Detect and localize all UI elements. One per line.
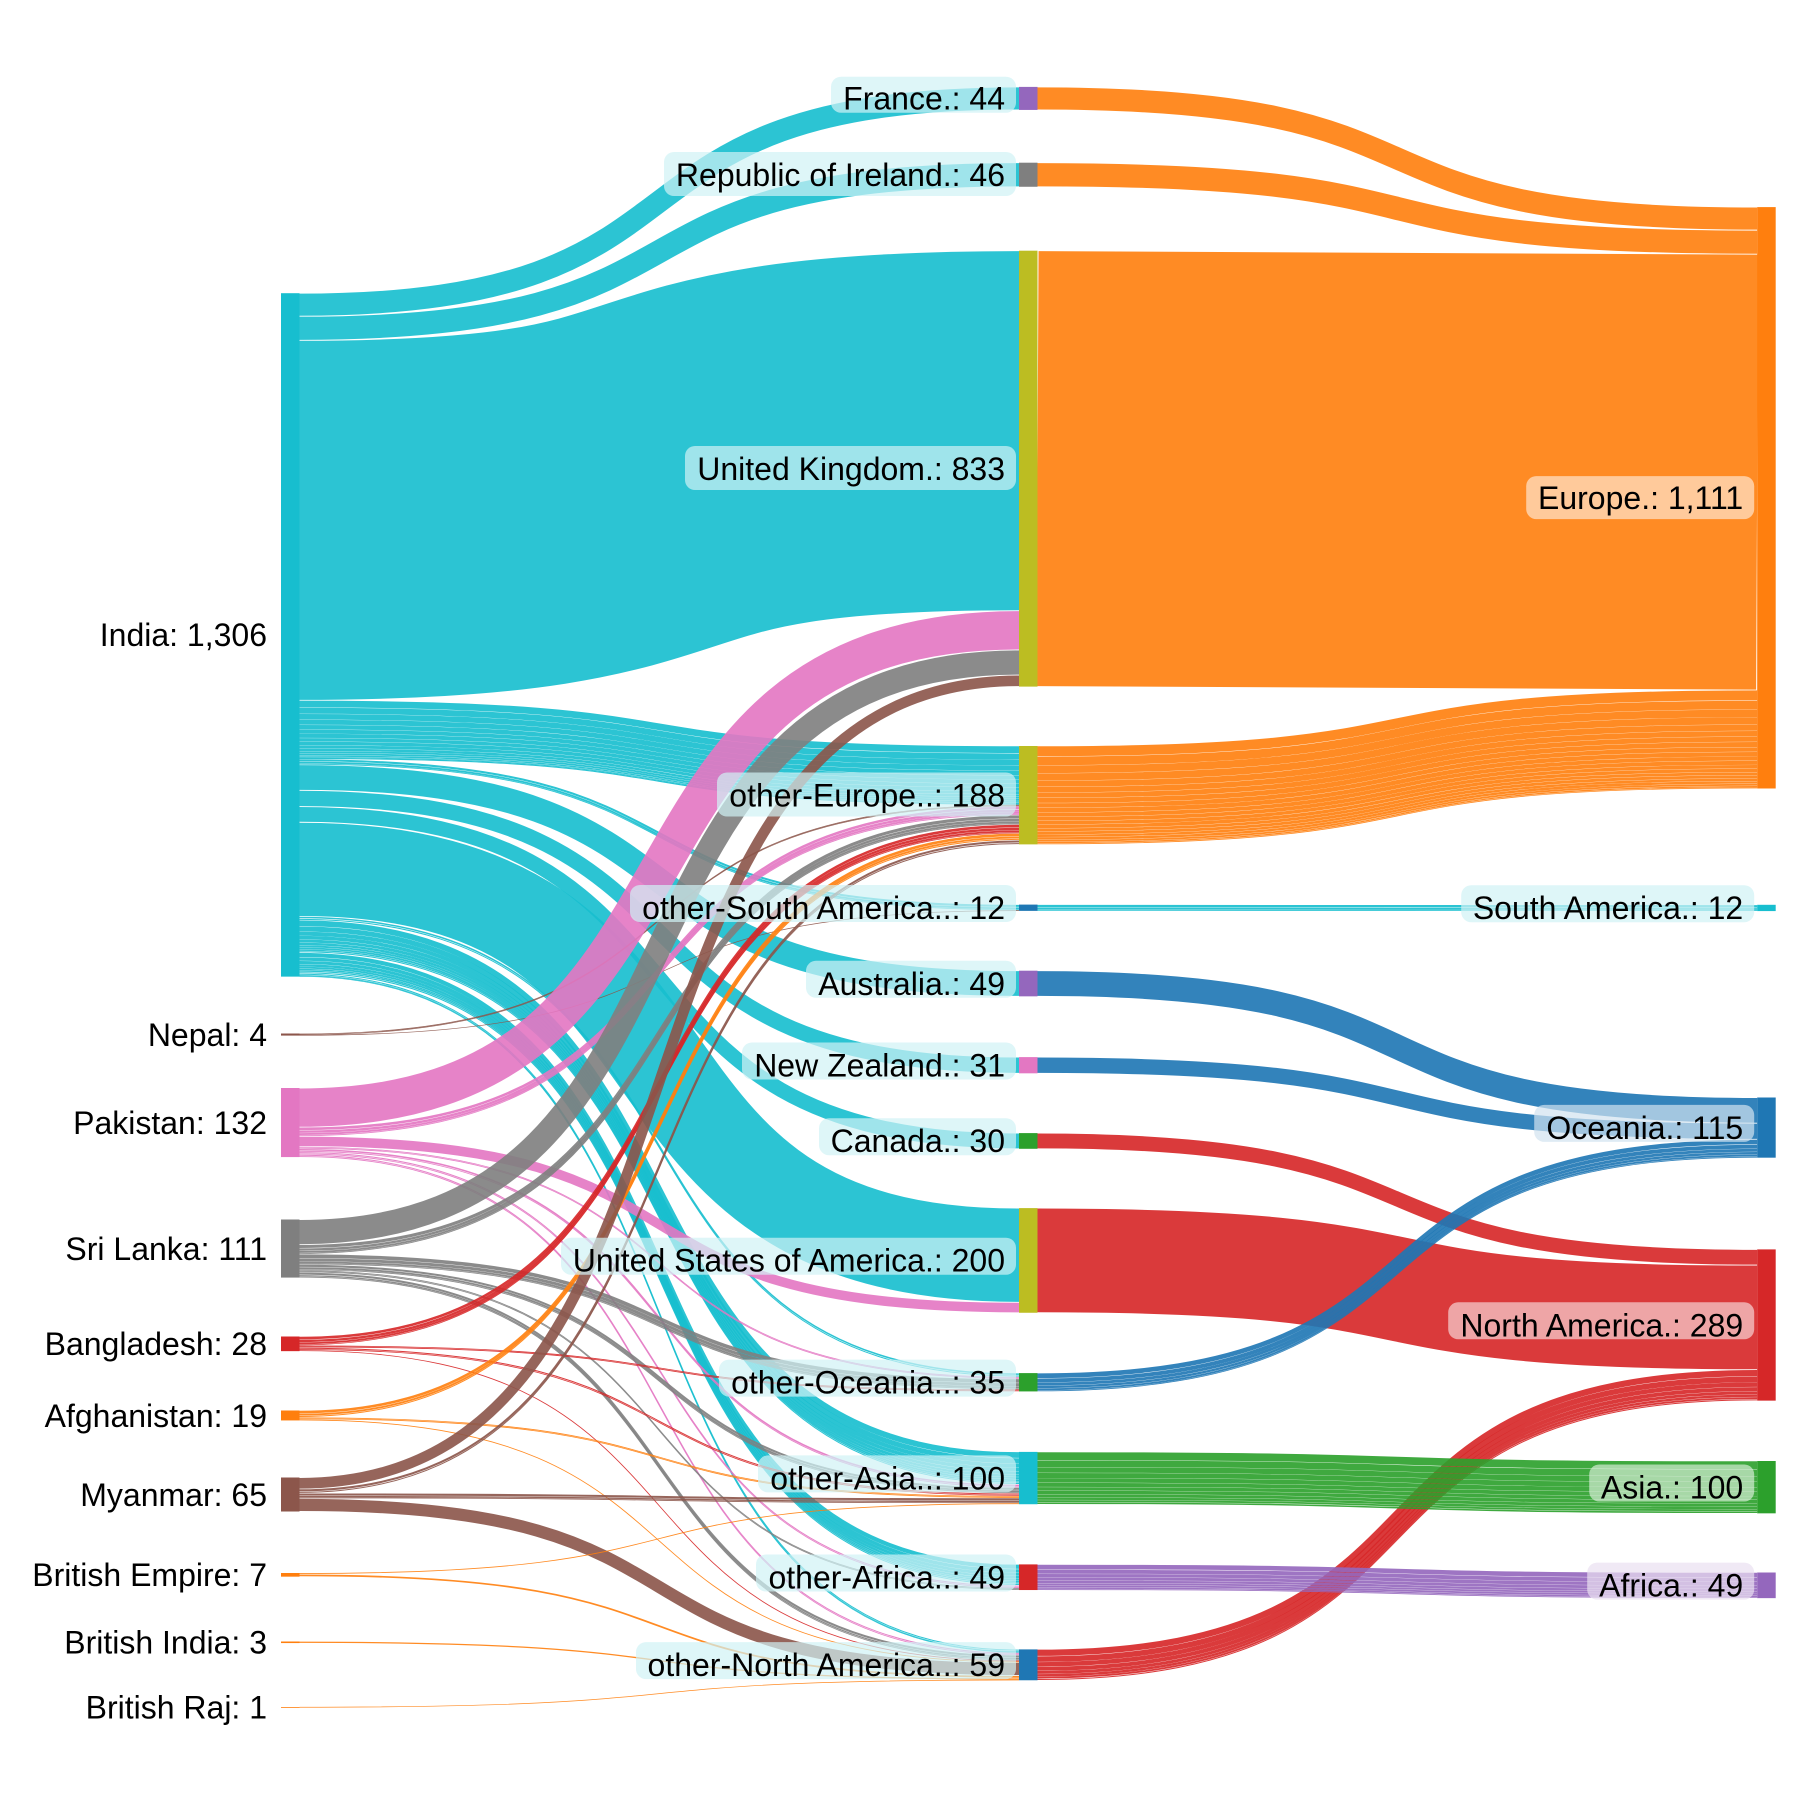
svg-text:Asia.: 100: Asia.: 100 xyxy=(1601,1470,1743,1506)
svg-text:other-Europe..: 188: other-Europe..: 188 xyxy=(729,778,1005,814)
svg-text:Canada.: 30: Canada.: 30 xyxy=(831,1123,1005,1159)
svg-text:North America.: 289: North America.: 289 xyxy=(1460,1307,1743,1343)
svg-text:France.: 44: France.: 44 xyxy=(843,81,1005,117)
svg-text:Oceania.: 115: Oceania.: 115 xyxy=(1546,1110,1743,1146)
svg-text:New Zealand.: 31: New Zealand.: 31 xyxy=(754,1048,1005,1084)
svg-text:Pakistan: 132: Pakistan: 132 xyxy=(73,1105,267,1141)
svg-text:British India: 3: British India: 3 xyxy=(64,1625,267,1661)
svg-text:United Kingdom.: 833: United Kingdom.: 833 xyxy=(697,451,1005,487)
svg-text:British Raj: 1: British Raj: 1 xyxy=(86,1690,267,1726)
svg-text:India: 1,306: India: 1,306 xyxy=(100,617,267,653)
svg-text:Afghanistan: 19: Afghanistan: 19 xyxy=(45,1398,267,1434)
svg-text:other-Africa..: 49: other-Africa..: 49 xyxy=(768,1560,1005,1596)
svg-text:South America.: 12: South America.: 12 xyxy=(1473,890,1743,926)
svg-text:Africa.: 49: Africa.: 49 xyxy=(1599,1568,1743,1604)
svg-text:British Empire: 7: British Empire: 7 xyxy=(32,1557,267,1593)
svg-text:Bangladesh: 28: Bangladesh: 28 xyxy=(45,1326,267,1362)
svg-text:other-South America..: 12: other-South America..: 12 xyxy=(642,890,1005,926)
svg-text:Europe.: 1,111: Europe.: 1,111 xyxy=(1538,480,1743,516)
svg-text:Australia.: 49: Australia.: 49 xyxy=(818,966,1005,1002)
svg-text:Republic of Ireland.: 46: Republic of Ireland.: 46 xyxy=(676,157,1005,193)
svg-text:Myanmar: 65: Myanmar: 65 xyxy=(80,1477,267,1513)
svg-text:other-Asia..: 100: other-Asia..: 100 xyxy=(770,1460,1005,1496)
svg-text:Sri Lanka: 111: Sri Lanka: 111 xyxy=(65,1231,267,1267)
svg-text:other-North America..: 59: other-North America..: 59 xyxy=(648,1647,1005,1683)
svg-text:Nepal: 4: Nepal: 4 xyxy=(148,1017,267,1053)
svg-text:other-Oceania..: 35: other-Oceania..: 35 xyxy=(731,1365,1005,1401)
svg-text:United States of America.: 200: United States of America.: 200 xyxy=(573,1243,1005,1279)
